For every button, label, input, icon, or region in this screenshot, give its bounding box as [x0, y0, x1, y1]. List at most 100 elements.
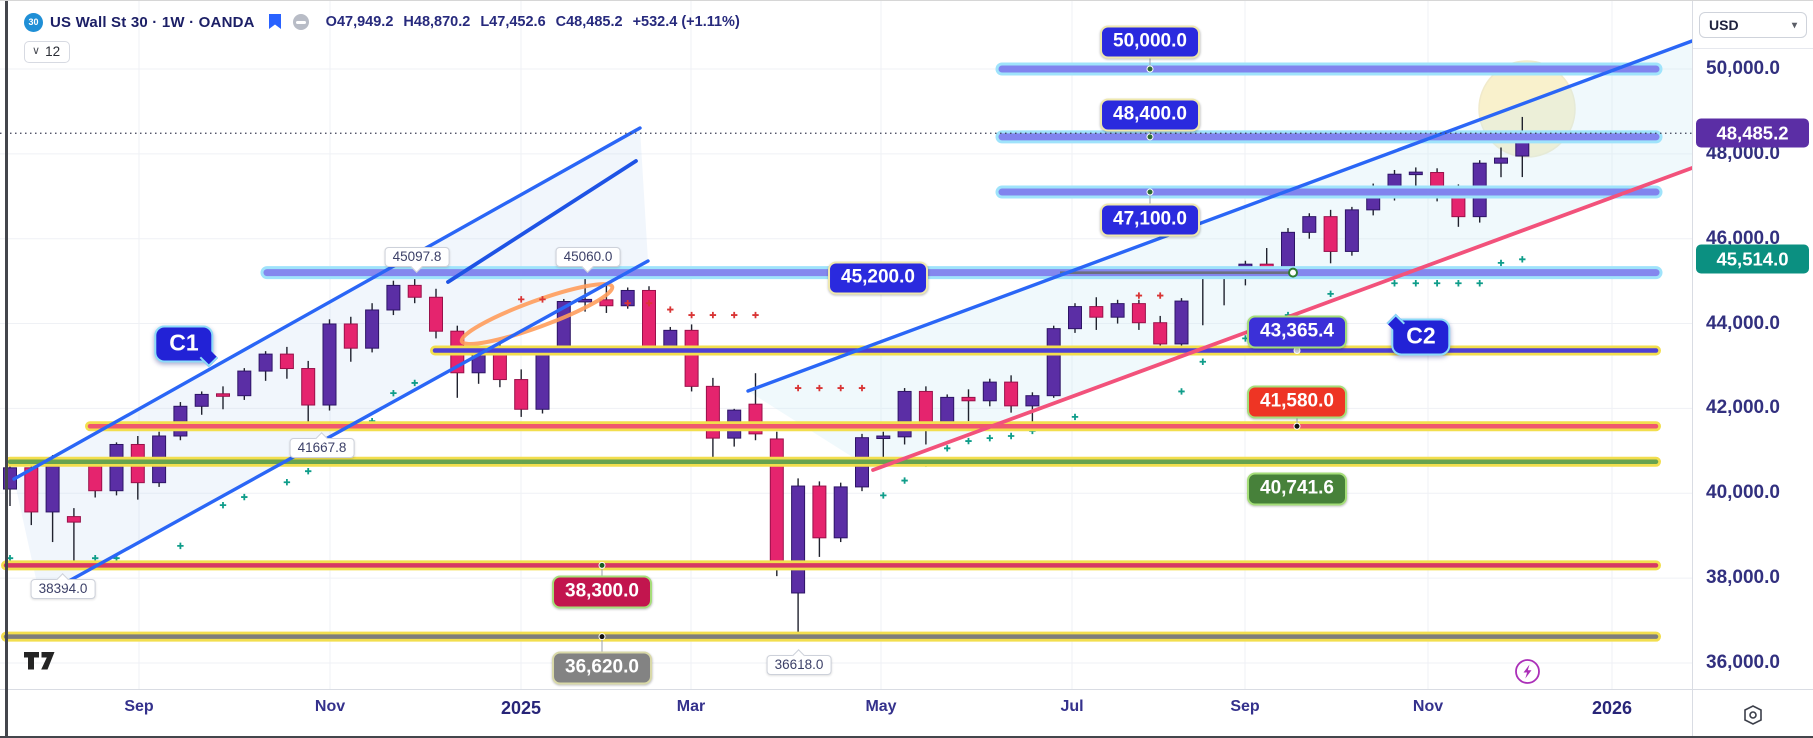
trail-marker: [1497, 259, 1505, 267]
level-badge-48,400.0[interactable]: 48,400.0: [1100, 98, 1200, 132]
candle-body: [1004, 381, 1019, 407]
trail-marker: [816, 384, 823, 392]
candle: [1408, 167, 1423, 189]
chart-canvas[interactable]: [0, 1, 1692, 689]
candle-body: [194, 393, 209, 407]
level-badge-45,200.0[interactable]: 45,200.0: [828, 261, 928, 295]
level-badge-50,000.0[interactable]: 50,000.0: [1100, 25, 1200, 59]
level-badge-40,741.6[interactable]: 40,741.6: [1247, 472, 1347, 506]
candle-body: [1131, 303, 1146, 324]
symbol-legend: 30 US Wall St 30 · 1W · OANDA O47,949.2 …: [24, 9, 740, 63]
trail-marker: [645, 299, 653, 307]
orange-ellipse-annotation[interactable]: [457, 274, 616, 353]
chart-pane[interactable]: 50,000.0 48,400.0 47,100.0 45,200.0 43,365.4…: [0, 1, 1692, 689]
trend-line[interactable]: [746, 39, 1692, 393]
candle-body: [1344, 209, 1359, 252]
candle: [812, 481, 827, 557]
badge-anchor-dot: [1146, 188, 1154, 196]
lightning-session-icon[interactable]: [1514, 658, 1541, 690]
candle: [194, 391, 209, 415]
candle-body: [279, 353, 294, 370]
candle-body: [1089, 306, 1104, 318]
symbol-logo: 30: [24, 12, 43, 32]
candle-body: [1025, 395, 1040, 407]
candle-body: [599, 299, 614, 307]
candle: [1344, 206, 1359, 256]
trail-marker: [1157, 292, 1164, 299]
price-tick-50,000.0: 50,000.0: [1706, 58, 1780, 79]
level-badge-41,580.0[interactable]: 41,580.0: [1247, 385, 1347, 419]
trail-marker: [944, 445, 951, 452]
trend-line[interactable]: [12, 126, 642, 481]
level-badge-38,300.0[interactable]: 38,300.0: [552, 575, 652, 609]
value-label-41667.8: 41667.8: [289, 432, 355, 458]
candle-body: [876, 435, 891, 440]
time-tick-Nov: Nov: [314, 698, 346, 715]
candle-body: [982, 381, 997, 402]
candle: [1025, 392, 1040, 424]
indicator-value-axis-badge: 45,514.0: [1696, 244, 1809, 274]
candle-body: [1494, 157, 1508, 164]
price-tick-42,000.0: 42,000.0: [1706, 397, 1780, 419]
candle: [173, 402, 188, 441]
candle: [216, 386, 230, 410]
candle-body: [812, 485, 827, 539]
candle-body: [1387, 173, 1402, 188]
candle-body: [45, 460, 60, 513]
time-tick-Nov: Nov: [1412, 698, 1444, 715]
time-tick-2026: 2026: [1591, 698, 1633, 718]
candle: [684, 324, 699, 392]
level-badge-47,100.0[interactable]: 47,100.0: [1100, 203, 1200, 237]
channel-c2-fill: [748, 41, 1692, 470]
chevron-down-icon: ▾: [1791, 19, 1797, 31]
price-tick-48,000.0: 48,000.0: [1706, 142, 1780, 164]
candle-body: [237, 370, 252, 397]
open-value: O47,949.2: [325, 14, 394, 30]
low-value: L47,452.6: [480, 14, 546, 30]
channel-label-C2[interactable]: C2: [1386, 313, 1451, 356]
trend-line[interactable]: [38, 259, 650, 599]
symbol-title[interactable]: US Wall St 30 · 1W · OANDA: [50, 13, 255, 31]
time-tick-Jul: Jul: [1060, 698, 1084, 715]
trail-marker: [411, 379, 418, 387]
candle-body: [429, 296, 443, 332]
flag-icon[interactable]: [268, 14, 282, 30]
axis-corner[interactable]: [1692, 689, 1813, 738]
candle: [982, 378, 997, 407]
candle: [514, 369, 529, 417]
session-settings-icon[interactable]: [1742, 704, 1764, 726]
trail-marker: [539, 296, 546, 303]
time-axis[interactable]: Sep Nov 2025 Mar May Jul Sep Nov 2026: [0, 689, 1692, 738]
candle: [258, 351, 273, 381]
axis-separator: [1693, 48, 1813, 49]
candle: [1089, 297, 1104, 330]
channel-label-C1[interactable]: C1: [154, 325, 219, 368]
price-axis[interactable]: USD ▾ 50,000.0 48,000.0 46,000.0 44,000.0 42…: [1692, 1, 1813, 689]
level-badge-36,620.0[interactable]: 36,620.0: [552, 651, 652, 685]
indicator-collapse-chip[interactable]: ∨ 12: [24, 41, 71, 63]
candle-body: [1302, 216, 1317, 233]
time-tick-Mar: Mar: [676, 698, 706, 715]
candle-body: [1046, 328, 1061, 397]
change-value: +532.4 (+1.11%): [632, 14, 740, 30]
badge-anchor-dot: [1146, 133, 1154, 141]
time-tick-2025: 2025: [500, 698, 542, 718]
badge-anchor-dot: [1146, 65, 1154, 73]
candle: [705, 377, 720, 463]
ray-handle-dot[interactable]: [1288, 267, 1298, 278]
trail-marker: [1455, 280, 1462, 287]
trail-marker: [1476, 280, 1483, 287]
trend-line[interactable]: [446, 159, 638, 284]
currency-selector[interactable]: USD ▾: [1699, 12, 1807, 38]
close-value: C48,485.2: [555, 14, 623, 30]
trail-marker: [305, 468, 312, 475]
candle: [1110, 299, 1125, 324]
trail-marker: [241, 493, 248, 501]
tradingview-logo[interactable]: [24, 651, 60, 676]
candle-body: [343, 323, 358, 349]
trail-marker: [667, 306, 674, 313]
candle-body: [833, 486, 848, 539]
level-badge-43,365.4[interactable]: 43,365.4: [1247, 315, 1347, 349]
hide-indicator-icon[interactable]: [292, 14, 309, 30]
candle-body: [322, 323, 337, 406]
